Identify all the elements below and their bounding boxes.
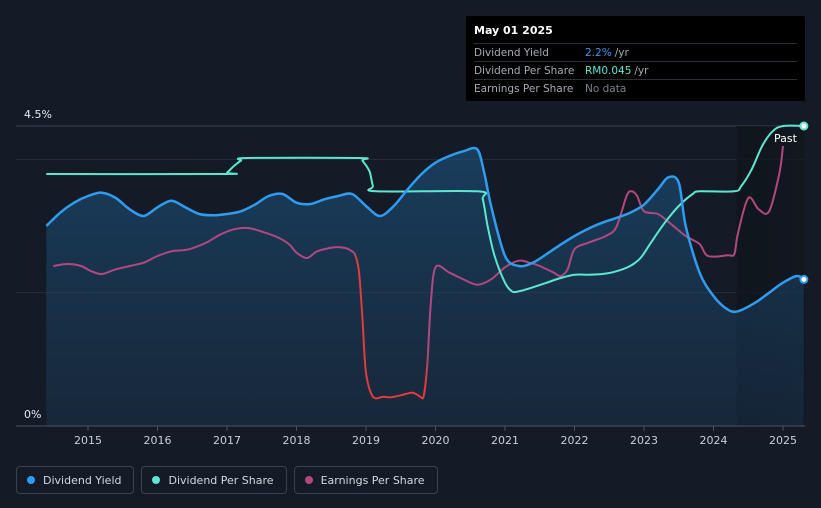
x-tick-label: 2020 <box>422 434 450 447</box>
series-lines <box>45 121 809 400</box>
legend-label: Dividend Yield <box>43 473 122 487</box>
legend: Dividend Yield Dividend Per Share Earnin… <box>16 466 438 494</box>
x-tick-label: 2024 <box>700 434 728 447</box>
tooltip-label: Dividend Per Share <box>474 64 575 77</box>
dividend-yield-area <box>46 148 804 426</box>
x-tick-label: 2025 <box>769 434 797 447</box>
x-tick-label: 2019 <box>352 434 380 447</box>
dividend-per-share-line <box>46 124 804 294</box>
axes: 2015 2016 2017 2018 2019 2020 2021 2022 2023 2024… <box>16 425 805 447</box>
tooltip-unit: /yr <box>634 64 649 77</box>
x-tick-label: 2021 <box>491 434 519 447</box>
legend-item-earnings-per-share[interactable]: Earnings Per Share <box>293 466 438 494</box>
tooltip-label: Dividend Yield <box>474 46 549 59</box>
y-tick-zero: 0% <box>24 408 41 421</box>
x-tick-label: 2017 <box>213 434 241 447</box>
x-tick-label: 2022 <box>561 434 589 447</box>
legend-item-dividend-per-share[interactable]: Dividend Per Share <box>141 466 287 494</box>
x-tick-label: 2018 <box>283 434 311 447</box>
tooltip-row-dps: Dividend Per Share RM0.045 /yr <box>474 61 797 79</box>
tooltip-panel: May 01 2025 Dividend Yield 2.2% /yr Divi… <box>466 16 805 101</box>
tooltip-value: 2.2% <box>585 46 612 59</box>
dividend-yield-line <box>45 146 805 314</box>
tooltip-value: RM0.045 <box>585 64 632 77</box>
legend-label: Dividend Per Share <box>168 473 274 487</box>
legend-dot-icon <box>27 476 35 484</box>
tooltip-date: May 01 2025 <box>474 24 553 37</box>
legend-dot-icon <box>152 476 161 484</box>
tooltip-row-eps: Earnings Per Share No data <box>474 79 797 97</box>
legend-dot-icon <box>304 476 313 484</box>
x-tick-label: 2023 <box>630 434 658 447</box>
dividend-yield-end-point <box>799 274 809 284</box>
tooltip-label: Earnings Per Share <box>474 82 574 95</box>
x-tick-label: 2015 <box>74 434 102 447</box>
tooltip-value: No data <box>585 82 627 95</box>
dividend-per-share-end-point <box>799 121 809 131</box>
y-tick-top: 4.5% <box>24 108 52 121</box>
legend-item-dividend-yield[interactable]: Dividend Yield <box>16 466 135 494</box>
tooltip-unit: /yr <box>614 46 629 59</box>
tooltip-row-yield: Dividend Yield 2.2% /yr <box>474 43 797 61</box>
earnings-per-share-line-low <box>355 253 428 400</box>
yield-area <box>46 148 804 426</box>
x-tick-label: 2016 <box>144 434 172 447</box>
past-label: Past <box>774 132 798 145</box>
legend-label: Earnings Per Share <box>320 473 425 487</box>
